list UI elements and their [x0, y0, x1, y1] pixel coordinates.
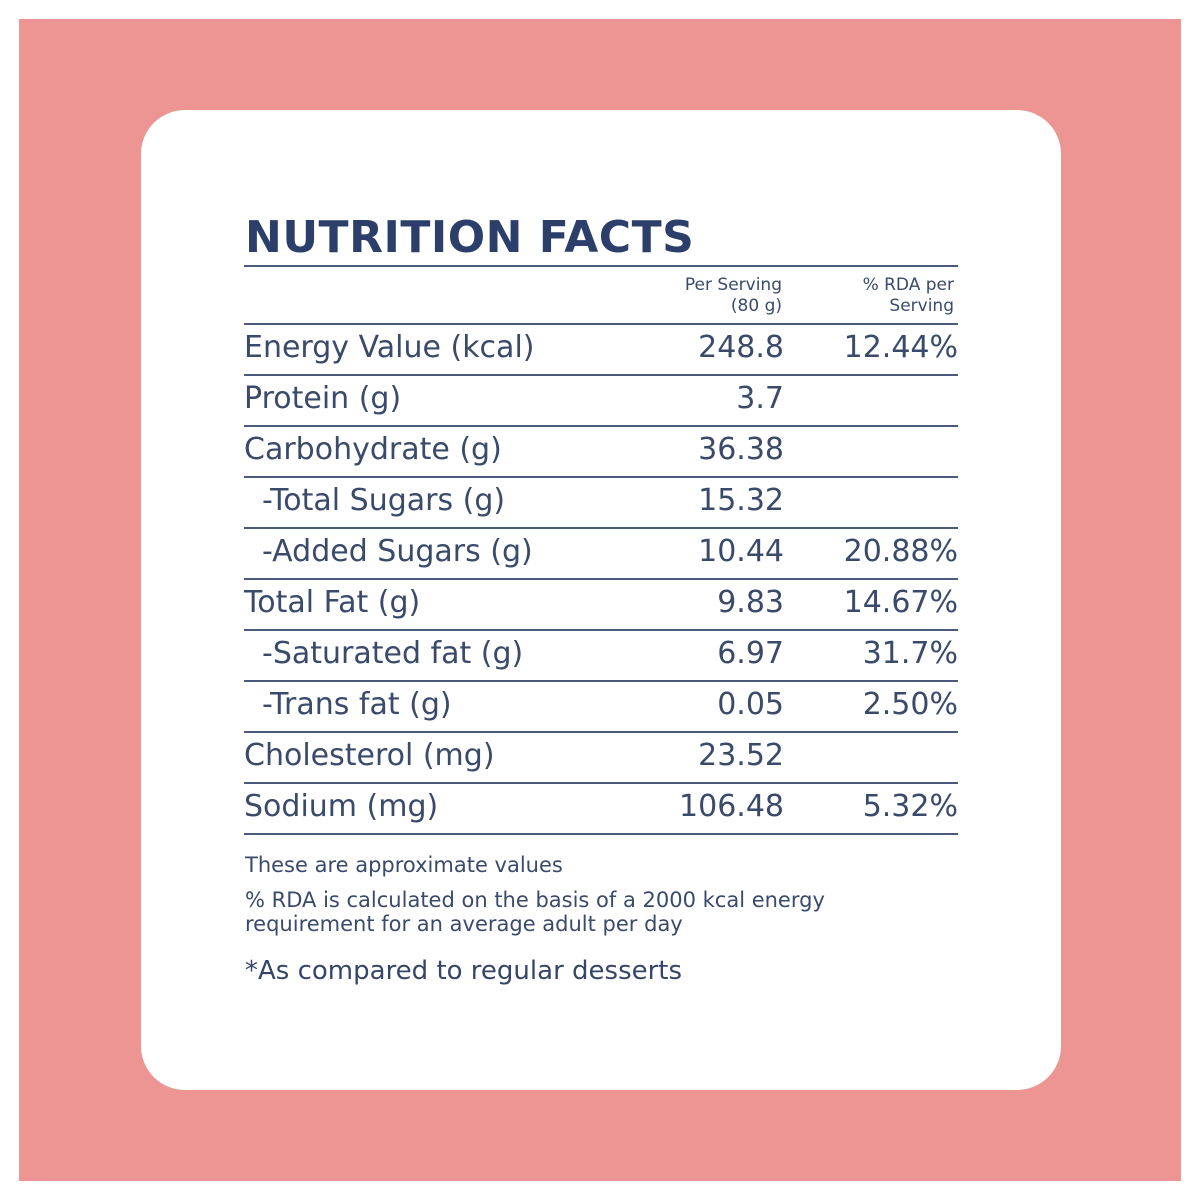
- row-value: 0.05: [717, 687, 784, 722]
- per-serving-header-line1: Per Serving: [684, 275, 782, 295]
- nutrition-card: [141, 110, 1061, 1090]
- table-row: -Added Sugars (g) 10.44 20.88%: [244, 529, 958, 580]
- row-label: Protein (g): [244, 381, 402, 416]
- row-rda: 12.44%: [843, 330, 958, 365]
- row-label: Carbohydrate (g): [244, 432, 502, 467]
- row-rda: 31.7%: [862, 636, 958, 671]
- rda-header: % RDA per Serving: [863, 275, 954, 317]
- rda-basis-note: % RDA is calculated on the basis of a 20…: [245, 888, 825, 936]
- table-row: -Total Sugars (g) 15.32: [244, 478, 958, 529]
- page-title: NUTRITION FACTS: [245, 212, 695, 263]
- row-value: 106.48: [679, 789, 784, 824]
- row-label: Total Fat (g): [244, 585, 421, 620]
- row-rda: 2.50%: [862, 687, 958, 722]
- table-header: Per Serving (80 g) % RDA per Serving: [244, 267, 958, 325]
- comparison-footnote: *As compared to regular desserts: [245, 956, 683, 986]
- row-rda: 20.88%: [843, 534, 958, 569]
- row-label: -Total Sugars (g): [262, 483, 506, 518]
- row-value: 23.52: [698, 738, 784, 773]
- row-value: 15.32: [698, 483, 784, 518]
- rda-header-line2: Serving: [889, 296, 954, 316]
- row-value: 3.7: [736, 381, 784, 416]
- row-value: 9.83: [717, 585, 784, 620]
- per-serving-header-line2: (80 g): [730, 296, 782, 316]
- row-label: Energy Value (kcal): [244, 330, 535, 365]
- nutrition-table: Per Serving (80 g) % RDA per Serving Ene…: [244, 265, 958, 835]
- table-row: Sodium (mg) 106.48 5.32%: [244, 784, 958, 835]
- table-row: Total Fat (g) 9.83 14.67%: [244, 580, 958, 631]
- table-row: Cholesterol (mg) 23.52: [244, 733, 958, 784]
- row-rda: 14.67%: [843, 585, 958, 620]
- table-row: Carbohydrate (g) 36.38: [244, 427, 958, 478]
- table-row: -Trans fat (g) 0.05 2.50%: [244, 682, 958, 733]
- rda-header-line1: % RDA per: [862, 275, 954, 295]
- row-value: 6.97: [717, 636, 784, 671]
- row-rda: 5.32%: [862, 789, 958, 824]
- table-row: Energy Value (kcal) 248.8 12.44%: [244, 325, 958, 376]
- row-value: 248.8: [698, 330, 784, 365]
- approximate-values-note: These are approximate values: [245, 853, 563, 877]
- table-row: Protein (g) 3.7: [244, 376, 958, 427]
- row-value: 10.44: [698, 534, 784, 569]
- row-label: -Trans fat (g): [262, 687, 452, 722]
- per-serving-header: Per Serving (80 g): [685, 275, 782, 317]
- row-label: -Saturated fat (g): [262, 636, 524, 671]
- row-label: Cholesterol (mg): [244, 738, 495, 773]
- row-value: 36.38: [698, 432, 784, 467]
- row-label: -Added Sugars (g): [262, 534, 533, 569]
- row-label: Sodium (mg): [244, 789, 439, 824]
- table-row: -Saturated fat (g) 6.97 31.7%: [244, 631, 958, 682]
